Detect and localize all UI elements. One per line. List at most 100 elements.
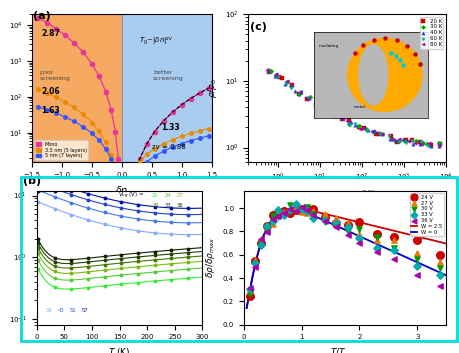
24 V [390, 234, 397, 240]
33 V [355, 235, 362, 241]
80 K [434, 142, 442, 147]
27 V [263, 223, 270, 228]
30 V [332, 222, 339, 227]
40 K [351, 122, 358, 128]
30 V [343, 228, 351, 234]
X-axis label: $T/T_0$  $(T/|c\delta V|^{2.56})$: $T/T_0$ $(T/|c\delta V|^{2.56})$ [316, 189, 377, 202]
27 V [291, 204, 299, 209]
Text: 21: 21 [152, 193, 158, 198]
W = 0 [366, 239, 371, 243]
W = 0 [425, 265, 430, 269]
30 K [295, 91, 302, 96]
30 K [369, 129, 377, 135]
80 K [367, 128, 375, 134]
33 V [291, 202, 299, 207]
Text: 32: 32 [152, 203, 158, 208]
36 V [309, 212, 316, 218]
27 V [251, 257, 258, 263]
33 V [332, 220, 339, 226]
30 V [274, 214, 281, 220]
60 K [384, 133, 392, 139]
60 K [401, 140, 409, 146]
40 K [321, 107, 329, 112]
27 V [274, 210, 281, 215]
Text: 39: 39 [45, 308, 52, 313]
80 K [302, 96, 310, 101]
W = 0 [363, 237, 368, 241]
30 K [345, 121, 352, 126]
33 V [343, 224, 351, 230]
W = 0 [244, 302, 250, 306]
24 V [286, 210, 293, 216]
24 V [257, 240, 264, 246]
Line: W = 0: W = 0 [246, 208, 445, 308]
30 V [251, 262, 258, 267]
36 V [372, 250, 380, 255]
80 K [328, 112, 336, 117]
20 K [345, 118, 352, 123]
Text: better
screening: better screening [153, 70, 183, 80]
30 K [423, 142, 430, 147]
60 K [408, 138, 415, 144]
20 K [354, 124, 362, 130]
40 K [390, 137, 397, 143]
80 K [286, 82, 294, 88]
33 V [390, 247, 397, 253]
27 V [436, 259, 443, 264]
60 K [273, 74, 280, 80]
60 K [339, 116, 347, 122]
30 K [321, 107, 328, 113]
33 V [280, 213, 287, 218]
30 V [390, 245, 397, 251]
30 K [395, 138, 402, 144]
80 K [395, 136, 402, 142]
80 K [296, 89, 303, 95]
Bar [32, 14, 122, 162]
36 V [436, 283, 443, 289]
30 K [283, 80, 290, 85]
36 V [332, 224, 339, 230]
24 V [297, 207, 305, 212]
W = 2.5 [293, 206, 298, 210]
60 K [417, 139, 424, 145]
80 K [377, 131, 385, 137]
20 K [311, 102, 319, 107]
W = 2.5 [363, 222, 368, 226]
60 K [314, 101, 321, 106]
36 V [280, 210, 287, 216]
27 V [246, 288, 253, 294]
Text: 24: 24 [164, 193, 171, 198]
W = 0 [362, 237, 367, 241]
Text: $T_0$~$|\delta n|^{z\nu}$: $T_0$~$|\delta n|^{z\nu}$ [138, 36, 173, 48]
33 V [246, 286, 253, 292]
X-axis label: $T$ (K): $T$ (K) [108, 346, 130, 353]
27 V [320, 211, 328, 217]
24 V [320, 214, 328, 220]
40 K [375, 130, 382, 136]
27 V [332, 215, 339, 221]
30 V [286, 202, 293, 208]
60 K [376, 131, 383, 137]
30 K [328, 110, 336, 115]
20 K [371, 131, 379, 137]
80 K [355, 126, 363, 131]
36 V [355, 240, 362, 245]
20 K [375, 131, 382, 137]
Text: zv = 0.88: zv = 0.88 [151, 144, 185, 150]
30 V [280, 213, 287, 218]
24 V [413, 237, 420, 243]
24 V [269, 212, 276, 218]
30 V [263, 228, 270, 234]
40 K [339, 115, 347, 121]
33 V [297, 206, 305, 212]
20 K [402, 137, 409, 143]
40 K [297, 89, 304, 95]
W = 2.5 [366, 223, 371, 227]
Text: 2.06: 2.06 [41, 87, 60, 96]
80 K [263, 68, 270, 73]
W = 2.5 [425, 237, 430, 241]
60 K [362, 128, 369, 133]
Line: W = 2.5: W = 2.5 [246, 208, 445, 308]
36 V [286, 206, 293, 211]
36 V [291, 208, 299, 214]
